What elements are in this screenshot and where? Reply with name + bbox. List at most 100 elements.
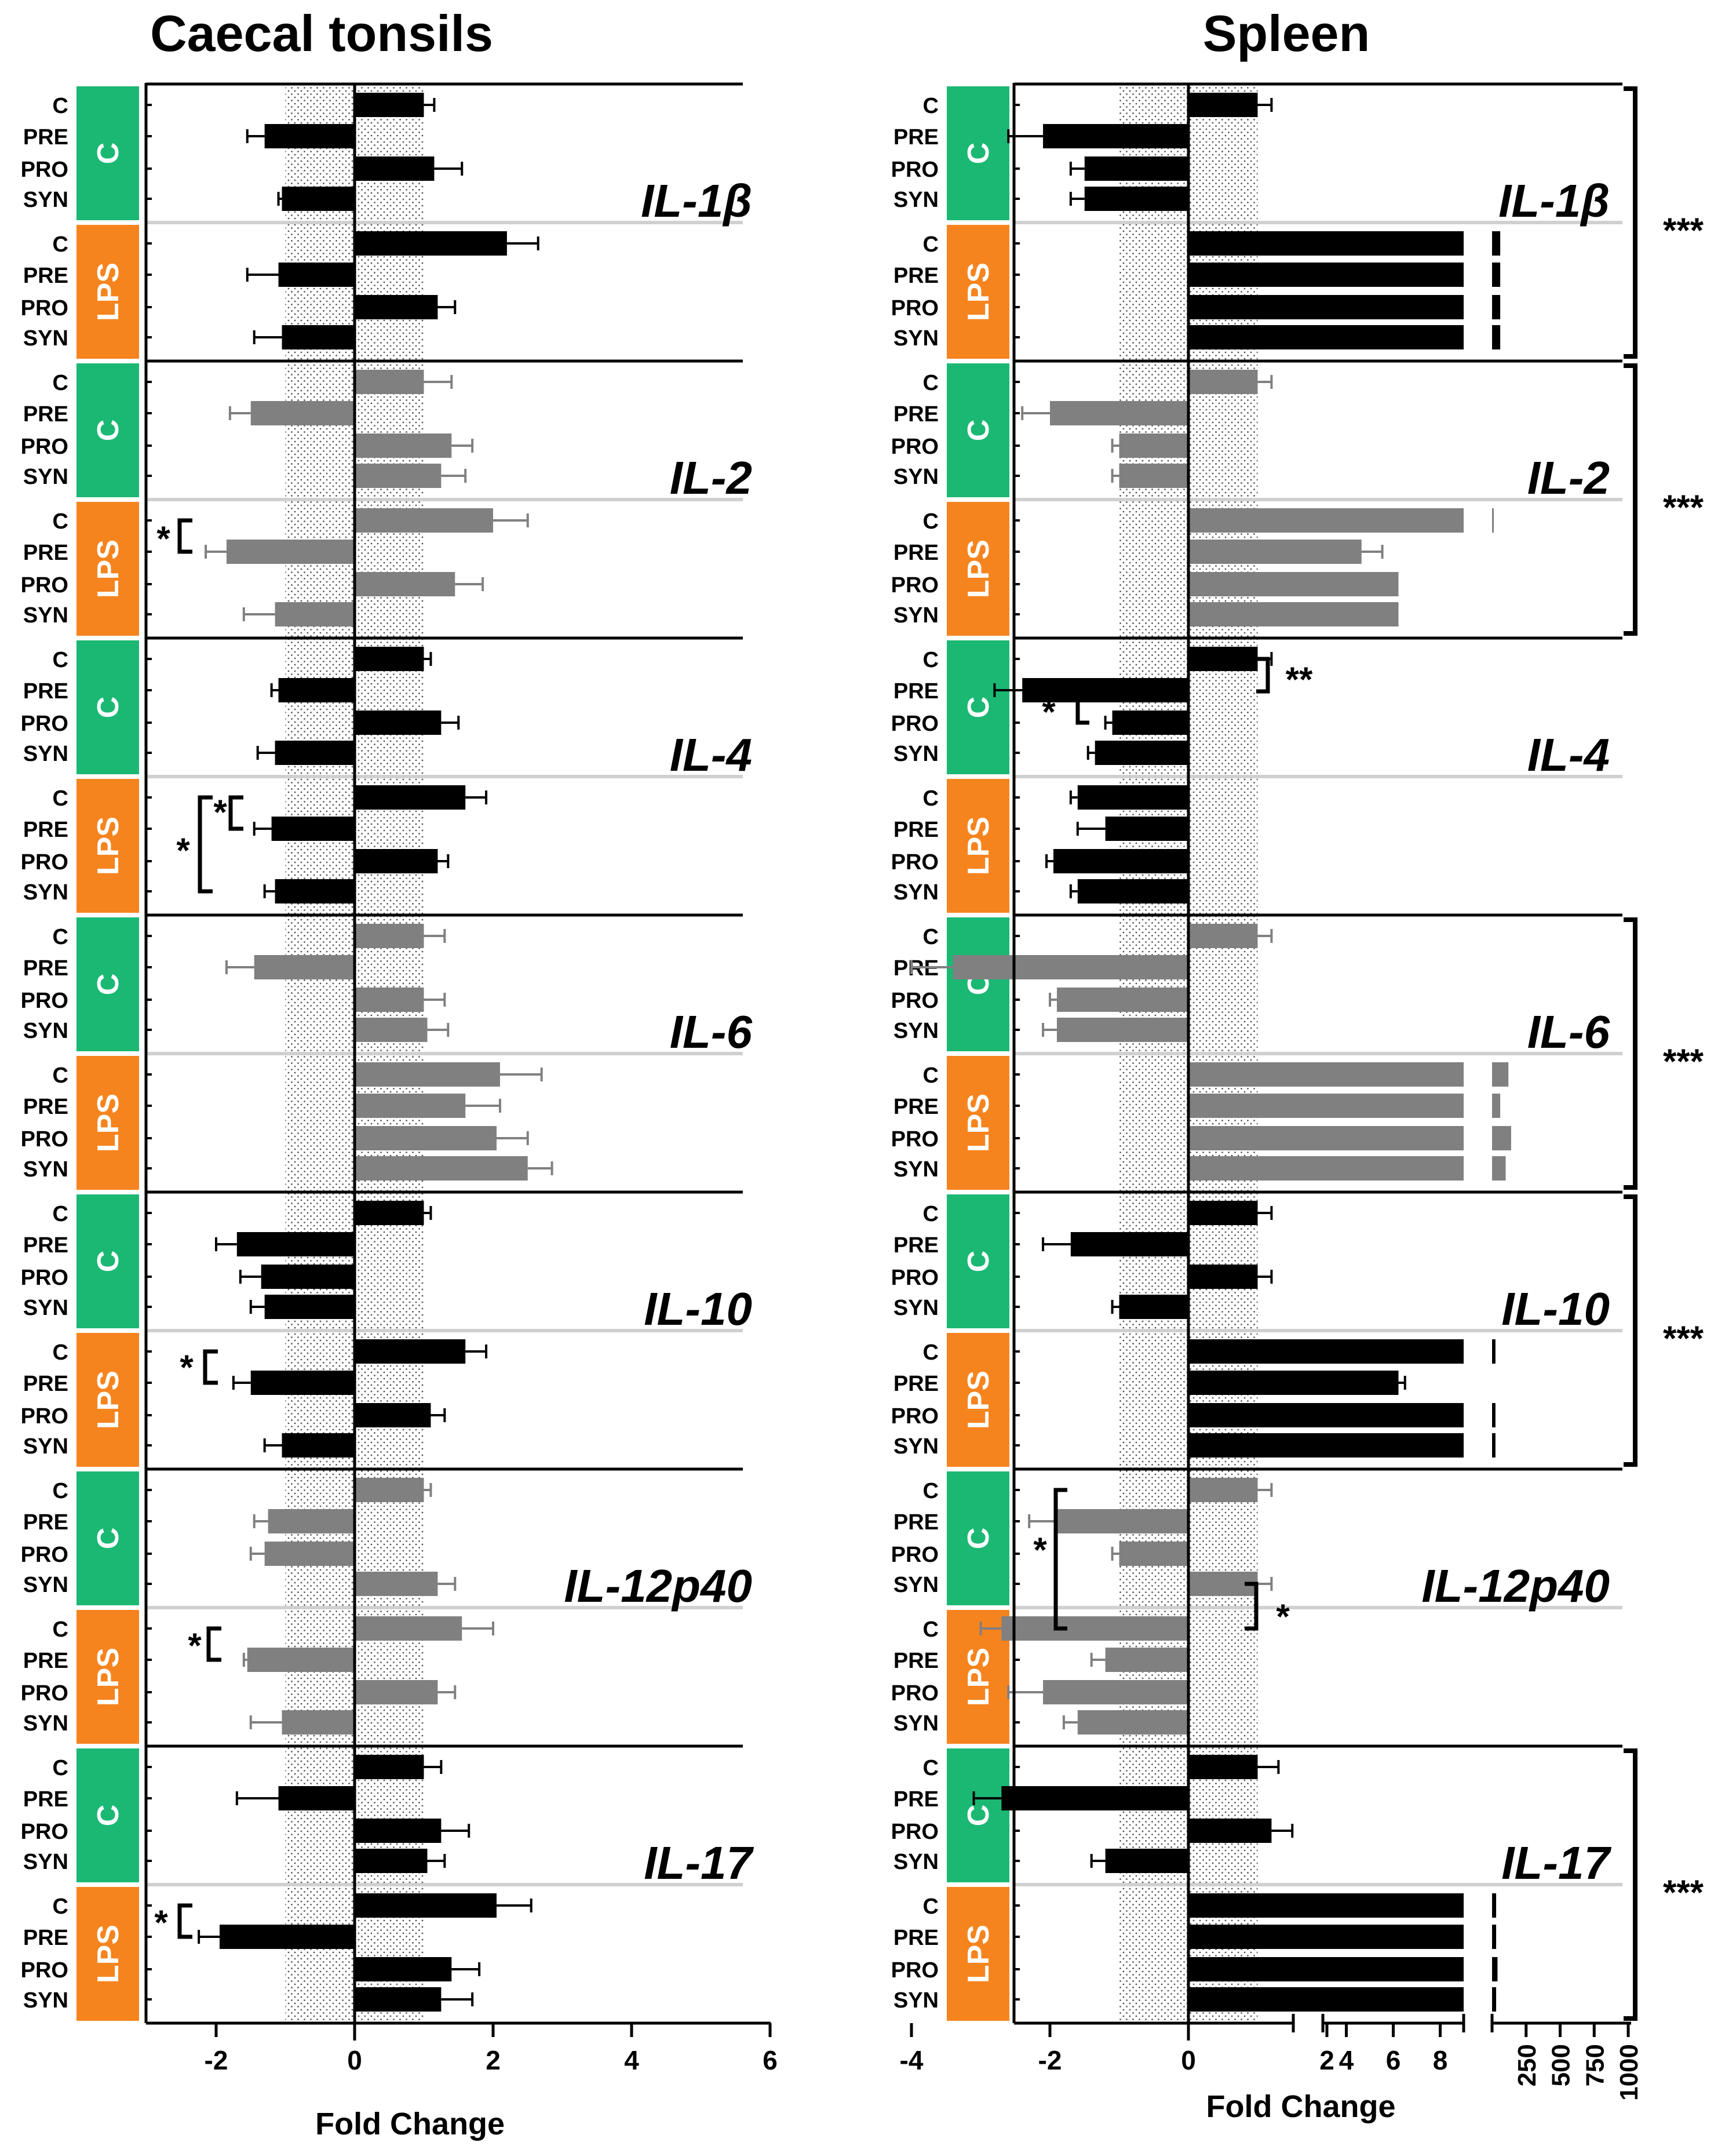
row-label: PRE (23, 264, 68, 288)
bar (278, 263, 355, 287)
bar (1188, 1478, 1258, 1502)
row-label: PRE (23, 1095, 68, 1119)
bar (355, 572, 455, 596)
group-label: LPS (92, 1648, 125, 1706)
left-chart: C C PRE PRO SYN LPS C PRE PRO SYN IL-1β C C PRE PRO SYN… (21, 82, 778, 2141)
bar (1084, 187, 1188, 211)
bar (282, 325, 355, 349)
group-label: C (962, 1805, 995, 1827)
cytokine-label: IL-4 (1527, 729, 1610, 781)
bar-segment (1492, 1126, 1511, 1150)
row-label: C (53, 925, 68, 949)
significance-bracket (1075, 688, 1089, 725)
group-box-lps (76, 225, 139, 359)
bar (355, 156, 435, 181)
x-tick-label: 500 (1547, 2044, 1575, 2086)
row-label: PRO (891, 850, 939, 875)
row-label: C (53, 94, 68, 118)
significance-label: * (213, 793, 227, 832)
row-label: C (53, 1479, 68, 1503)
row-label: PRO (891, 1820, 939, 1844)
row-label: SYN (893, 465, 939, 489)
row-label: PRE (23, 956, 68, 981)
row-label: C (923, 232, 939, 257)
bar-segment (1492, 1925, 1497, 1949)
bar-segment (1492, 1156, 1506, 1181)
group-box-c (947, 86, 1009, 220)
bar (1084, 156, 1188, 181)
bar (219, 1925, 355, 1949)
row-label: C (53, 232, 68, 257)
bar-segment (1492, 1987, 1497, 2012)
x-tick-label: 2 (1319, 2045, 1334, 2075)
bar-segment (1323, 1126, 1464, 1150)
cytokine-label: IL-17 (1501, 1837, 1611, 1889)
bar-segment (1492, 325, 1501, 349)
significance-label: *** (1663, 488, 1704, 527)
row-label: PRO (21, 296, 68, 320)
bar (1077, 879, 1188, 903)
row-label: PRO (891, 1543, 939, 1567)
bar-segment (1492, 1403, 1496, 1427)
bar (264, 124, 355, 148)
group-box-c (76, 1194, 139, 1328)
bar (1022, 678, 1188, 702)
row-label: PRE (893, 1926, 939, 1950)
row-label: PRE (893, 402, 939, 427)
bar (355, 1680, 438, 1704)
significance-label: *** (1663, 1319, 1704, 1358)
x-tick-label: -2 (1038, 2045, 1062, 2075)
row-label: PRE (23, 679, 68, 704)
group-label: LPS (962, 540, 995, 598)
x-tick-label: 6 (1386, 2045, 1401, 2075)
bar (247, 1648, 355, 1672)
bar-segment (1323, 295, 1464, 319)
bar (355, 1478, 424, 1502)
bar (1001, 1616, 1188, 1641)
significance-label: *** (1663, 1042, 1704, 1081)
bar (1188, 370, 1258, 394)
bar (1056, 988, 1188, 1012)
row-label: SYN (23, 326, 68, 351)
row-label: PRO (891, 435, 939, 459)
bar-segment (1323, 1062, 1464, 1087)
row-label: SYN (893, 880, 939, 905)
row-label: C (53, 1340, 68, 1365)
row-label: PRO (891, 158, 939, 182)
bar (278, 1786, 355, 1810)
significance-bracket (1624, 86, 1637, 359)
row-label: C (923, 1202, 939, 1226)
row-label: PRE (23, 1372, 68, 1396)
bar (1188, 924, 1258, 948)
group-label: C (92, 974, 125, 996)
significance-bracket (1256, 657, 1270, 694)
cytokine-label: IL-4 (670, 729, 752, 781)
group-label: LPS (92, 1094, 125, 1152)
row-label: PRO (21, 435, 68, 459)
group-label: LPS (962, 1925, 995, 1983)
group-label: LPS (92, 263, 125, 321)
group-label: LPS (92, 1925, 125, 1983)
significance-label: * (156, 519, 170, 558)
row-label: SYN (23, 742, 68, 766)
bar (1119, 1295, 1188, 1319)
row-label: C (53, 371, 68, 395)
group-box-lps (947, 779, 1009, 913)
group-box-lps (76, 1056, 139, 1190)
x-tick-label: -4 (900, 2045, 924, 2075)
bar (1188, 572, 1399, 596)
cytokine-label: IL-6 (1527, 1006, 1610, 1058)
bar (264, 1295, 355, 1319)
row-label: C (923, 1063, 939, 1088)
row-label: PRO (21, 850, 68, 875)
row-label: SYN (893, 1850, 939, 1874)
row-label: PRO (21, 712, 68, 736)
bar-segment (1492, 231, 1501, 256)
group-box-lps (76, 1610, 139, 1744)
row-label: PRO (21, 1958, 68, 1983)
row-label: SYN (893, 188, 939, 212)
bar-segment (1323, 231, 1464, 256)
bar (1188, 647, 1258, 671)
bar (355, 1987, 442, 2012)
bar (355, 1957, 452, 1981)
